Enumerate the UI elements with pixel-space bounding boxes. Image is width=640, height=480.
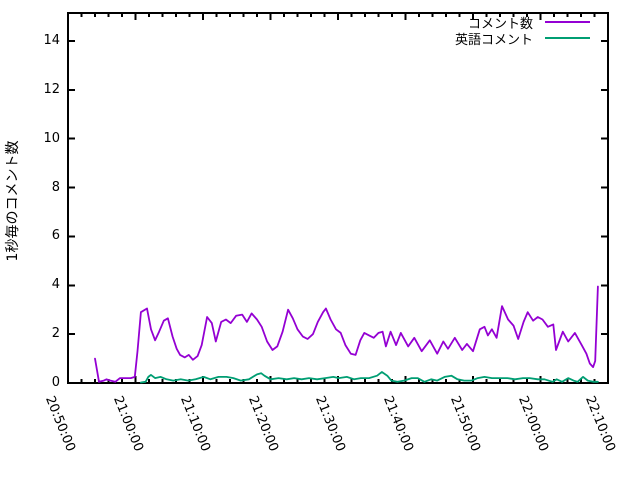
data-lines bbox=[94, 285, 599, 384]
legend-line-sample-english-comments bbox=[545, 37, 590, 39]
y-tick-label: 2 bbox=[51, 326, 60, 342]
y-tick-label: 14 bbox=[43, 33, 60, 48]
legend-label-english-comments: 英語コメント bbox=[454, 32, 533, 48]
legend-item-english-comments: 英語コメント bbox=[454, 30, 590, 48]
y-tick-label: 4 bbox=[51, 277, 60, 293]
y-tick-label: 12 bbox=[43, 81, 60, 97]
tick-marks bbox=[67, 13, 609, 384]
y-tick-label: 8 bbox=[51, 179, 60, 195]
legend-item-comments: コメント数 bbox=[455, 14, 590, 32]
series-line-0 bbox=[94, 285, 599, 383]
legend-label-comments: コメント数 bbox=[467, 16, 533, 32]
plot-border bbox=[67, 12, 609, 384]
plot-frame bbox=[67, 12, 609, 384]
y-tick-label: 6 bbox=[51, 228, 60, 244]
y-tick-label: 10 bbox=[43, 130, 60, 146]
y-tick-label: 0 bbox=[51, 375, 60, 390]
legend: コメント数 英語コメント bbox=[454, 14, 590, 48]
legend-line-sample-comments bbox=[545, 21, 590, 23]
axis-ticks bbox=[67, 13, 609, 384]
series-line-1 bbox=[139, 371, 599, 384]
